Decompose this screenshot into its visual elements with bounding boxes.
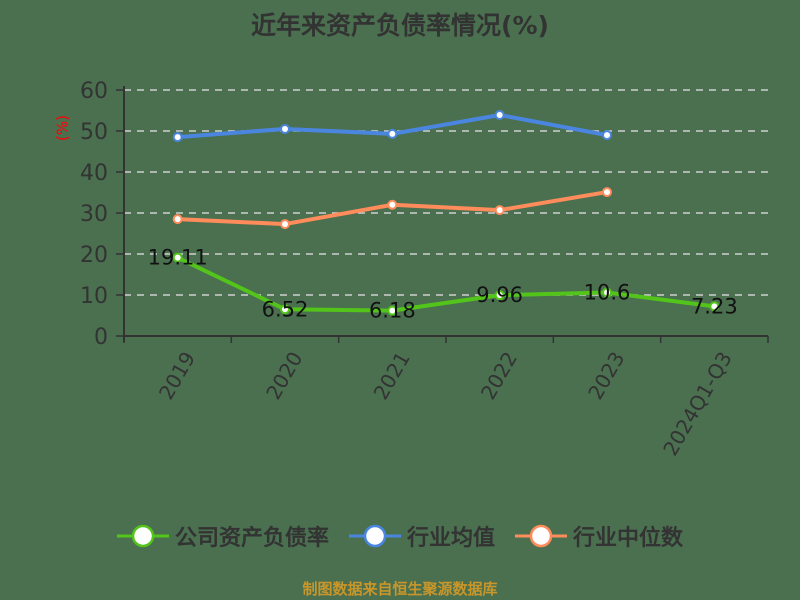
data-point[interactable] xyxy=(387,305,398,316)
data-point[interactable] xyxy=(494,290,505,301)
legend-marker-icon xyxy=(515,524,567,548)
data-point[interactable] xyxy=(172,252,183,263)
data-labels: 19.11 6.52 6.18 9.96 10.6 7.23 xyxy=(148,246,738,323)
y-tick-label: 20 xyxy=(80,243,108,268)
data-point[interactable] xyxy=(602,187,612,198)
legend-marker-icon xyxy=(348,524,401,548)
legend-item-company[interactable]: 公司资产负债率 xyxy=(116,520,329,552)
y-tick-label: 0 xyxy=(94,325,108,350)
data-point[interactable] xyxy=(387,199,398,210)
x-tick-label: 2020 xyxy=(261,348,307,404)
legend-label: 行业中位数 xyxy=(573,526,684,551)
y-tick-label: 50 xyxy=(80,120,108,145)
legend: 公司资产负债率 行业均值 行业中位数 xyxy=(0,520,800,552)
data-value-label: 19.11 xyxy=(148,246,208,270)
data-value-label: 9.96 xyxy=(476,283,523,307)
legend-label: 公司资产负债率 xyxy=(174,526,329,551)
data-point[interactable] xyxy=(387,128,398,139)
x-tick-label: 2021 xyxy=(369,348,415,404)
data-value-label: 6.18 xyxy=(369,299,416,323)
data-point[interactable] xyxy=(602,287,612,298)
y-tick-label: 30 xyxy=(80,202,108,227)
data-point[interactable] xyxy=(172,214,183,225)
series-line xyxy=(176,255,715,313)
x-tick-label: 2022 xyxy=(476,347,522,403)
data-value-label: 10.6 xyxy=(584,281,631,305)
data-point[interactable] xyxy=(709,301,720,312)
data-point[interactable] xyxy=(280,123,290,134)
y-tick-label: 10 xyxy=(80,284,108,309)
data-point[interactable] xyxy=(602,130,612,141)
legend-label: 行业均值 xyxy=(406,526,495,551)
y-axis-unit-label: (%) xyxy=(53,115,71,141)
data-value-label: 7.23 xyxy=(691,294,738,318)
data-value-label: 6.52 xyxy=(262,297,309,321)
source-footer: 制图数据来自恒生聚源数据库 xyxy=(302,580,498,598)
legend-marker-icon xyxy=(116,524,169,548)
y-tick-label: 60 xyxy=(80,79,108,104)
legend-item-industry-avg[interactable]: 行业均值 xyxy=(348,520,495,552)
data-point[interactable] xyxy=(280,219,290,230)
x-tick-label: 2024Q1-Q3 xyxy=(658,348,737,460)
y-tick-label: 40 xyxy=(80,161,108,186)
gridlines xyxy=(124,89,768,296)
legend-item-industry-median[interactable]: 行业中位数 xyxy=(515,520,683,552)
x-tick-label: 2023 xyxy=(583,348,629,404)
chart-title: 近年来资产负债率情况(%) xyxy=(251,11,549,40)
data-point[interactable] xyxy=(494,205,505,216)
x-tick-label: 2019 xyxy=(154,348,200,404)
data-point[interactable] xyxy=(280,304,290,315)
data-point[interactable] xyxy=(172,132,183,143)
series-lines xyxy=(172,110,720,316)
data-point[interactable] xyxy=(494,110,505,121)
